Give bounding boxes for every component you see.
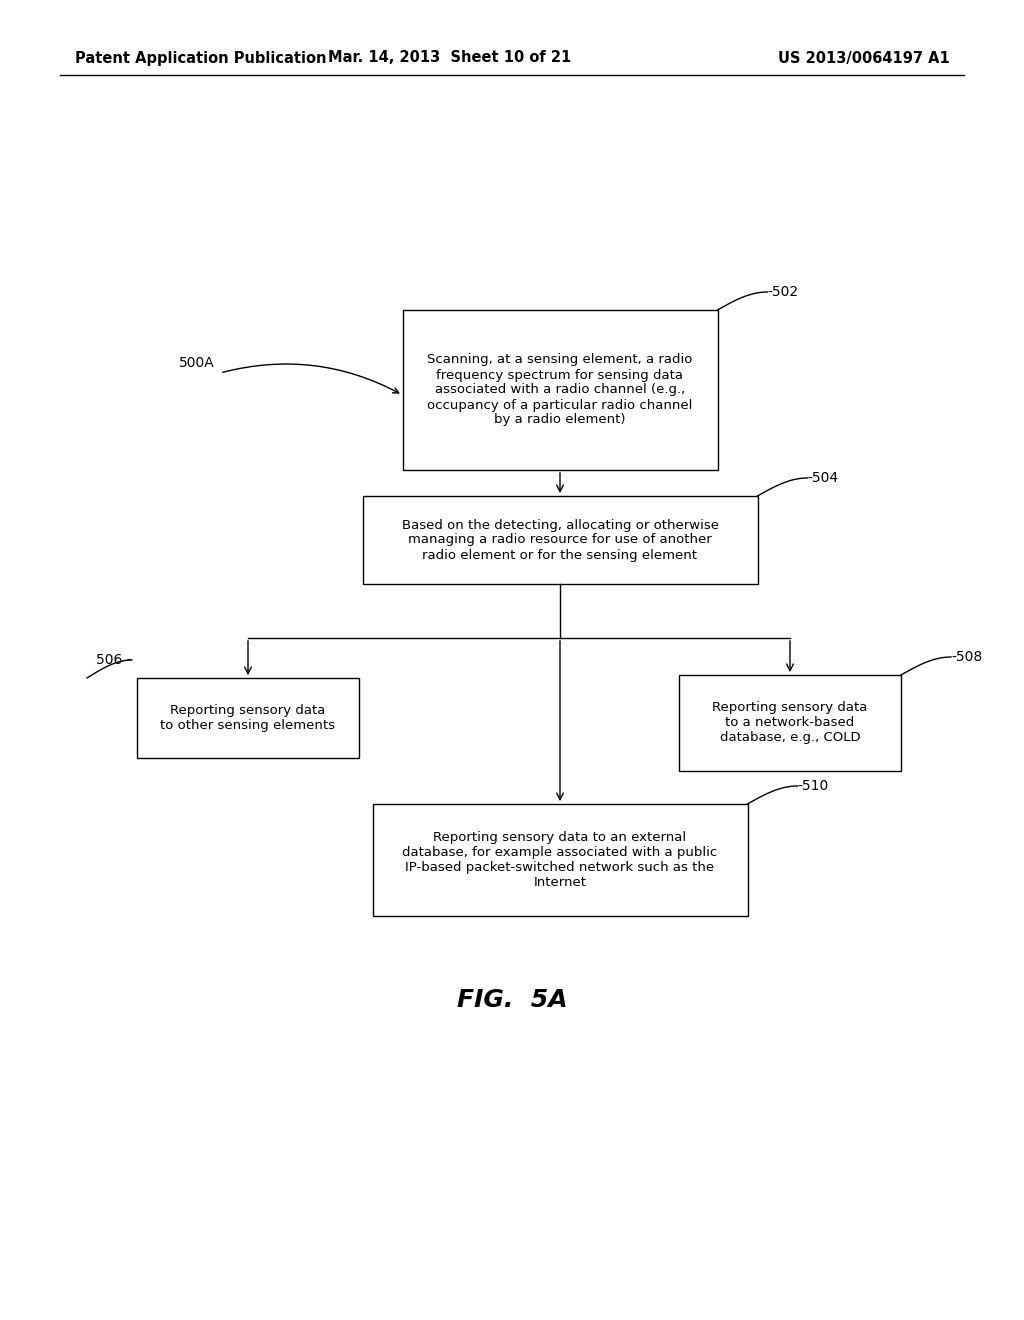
Text: Mar. 14, 2013  Sheet 10 of 21: Mar. 14, 2013 Sheet 10 of 21 [329, 50, 571, 66]
Text: -508: -508 [951, 649, 982, 664]
Text: -510: -510 [798, 779, 828, 793]
Bar [679, 675, 901, 771]
Text: -504: -504 [808, 471, 839, 484]
Text: US 2013/0064197 A1: US 2013/0064197 A1 [778, 50, 950, 66]
Text: FIG.  5A: FIG. 5A [457, 987, 567, 1012]
Text: Based on the detecting, allocating or otherwise
managing a radio resource for us: Based on the detecting, allocating or ot… [401, 519, 719, 561]
Text: Scanning, at a sensing element, a radio
frequency spectrum for sensing data
asso: Scanning, at a sensing element, a radio … [427, 354, 692, 426]
Text: 506 -: 506 - [96, 653, 132, 667]
Bar [402, 310, 718, 470]
Text: Patent Application Publication: Patent Application Publication [75, 50, 327, 66]
Bar [137, 678, 359, 758]
Text: -502: -502 [768, 285, 799, 300]
Text: Reporting sensory data
to other sensing elements: Reporting sensory data to other sensing … [161, 704, 336, 733]
Text: Reporting sensory data
to a network-based
database, e.g., COLD: Reporting sensory data to a network-base… [713, 701, 867, 744]
Text: 500A: 500A [179, 356, 215, 370]
Text: Reporting sensory data to an external
database, for example associated with a pu: Reporting sensory data to an external da… [402, 832, 718, 888]
Bar [362, 496, 758, 583]
Bar [373, 804, 748, 916]
